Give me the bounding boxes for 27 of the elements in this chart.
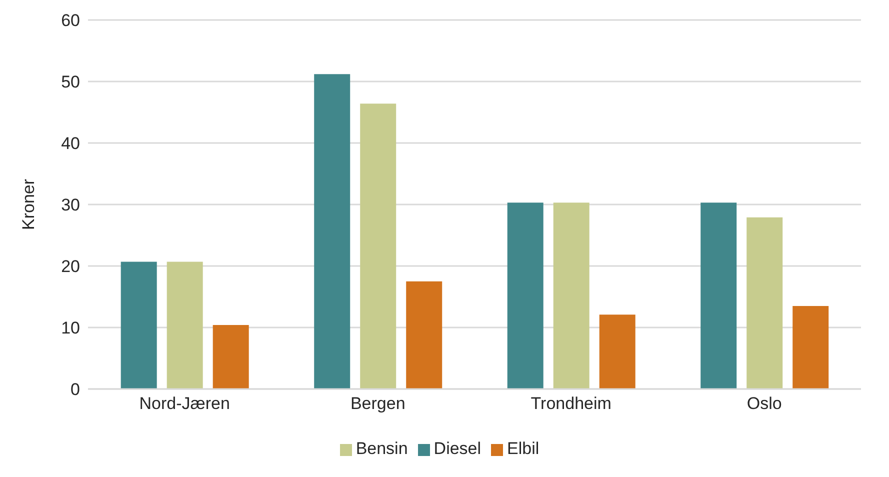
bar [700, 202, 737, 389]
legend-label: Bensin [356, 439, 408, 458]
x-tick-label: Nord-Jæren [139, 394, 230, 414]
y-tick-label: 10 [61, 318, 80, 338]
bar [507, 202, 544, 389]
bar [314, 74, 350, 389]
bar [599, 314, 636, 389]
y-tick-label: 30 [61, 196, 80, 215]
x-tick-label: Bergen [350, 394, 406, 414]
y-tick-label: 20 [61, 257, 80, 276]
bar [553, 202, 590, 389]
bar [360, 104, 396, 389]
legend-label: Diesel [434, 439, 482, 458]
bar [746, 217, 783, 389]
bar [792, 306, 829, 389]
x-tick-label: Trondheim [530, 394, 612, 414]
y-tick-label: 50 [61, 72, 80, 92]
bar [212, 325, 249, 389]
y-tick-label: 40 [61, 134, 80, 154]
legend-label: Elbil [507, 439, 540, 458]
bar [120, 262, 157, 389]
bar [406, 281, 442, 389]
y-tick-label: 0 [70, 380, 80, 400]
y-tick-label: 60 [61, 11, 80, 30]
y-axis-title: Kroner [19, 178, 38, 230]
x-tick-label: Oslo [746, 394, 782, 414]
bar [166, 262, 203, 389]
